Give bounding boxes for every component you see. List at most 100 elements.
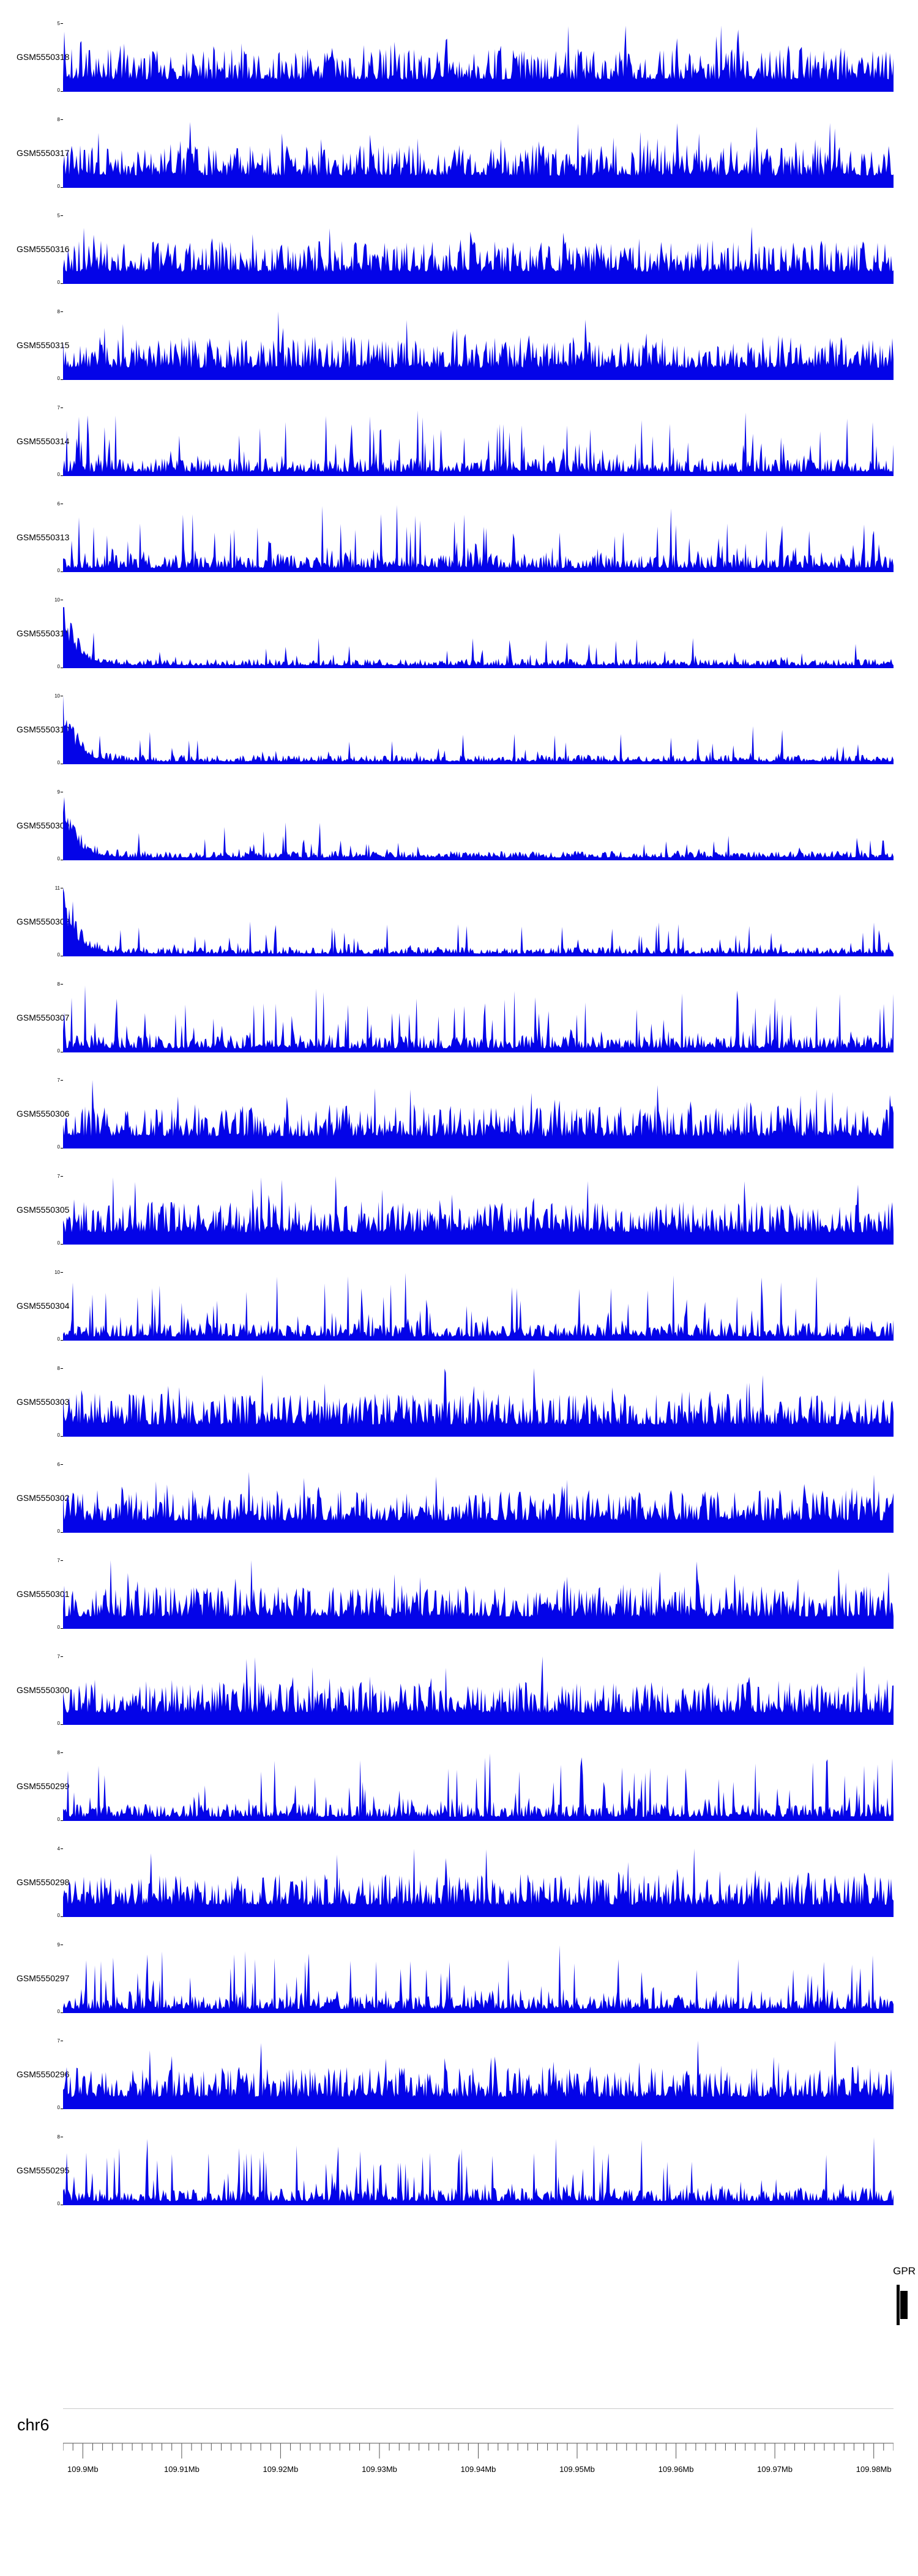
coverage-signal-plot [63, 2041, 894, 2109]
coverage-signal-area [63, 25, 894, 92]
ruler-tick-label: 109.94Mb [461, 2465, 496, 2474]
y-axis-min-label: 0 [57, 568, 60, 573]
track-row-GSM5550298: GSM5550298 4 0 [0, 1846, 918, 1945]
track-label: GSM5550300 [17, 1685, 70, 1695]
track-label: GSM5550302 [17, 1493, 70, 1503]
y-axis-max-label: 10 [54, 597, 60, 603]
y-axis-min-label: 0 [57, 376, 60, 381]
y-axis-bottom-tick [61, 1532, 63, 1533]
track-row-GSM5550304: GSM5550304 10 0 [0, 1270, 918, 1368]
coverage-signal-area [63, 1472, 894, 1533]
y-axis-top-tick [61, 1080, 63, 1081]
y-axis-bottom-tick [61, 1628, 63, 1629]
track-label: GSM5550298 [17, 1877, 70, 1887]
track-row-GSM5550311: GSM5550311 10 0 [0, 597, 918, 696]
y-axis-top-tick [61, 1560, 63, 1561]
ruler-tick-label: 109.9Mb [67, 2465, 99, 2474]
y-axis-min-label: 0 [57, 952, 60, 958]
y-axis-max-label: 10 [54, 693, 60, 699]
coverage-signal-plot [63, 2137, 894, 2205]
coverage-signal-area [63, 1368, 894, 1437]
coverage-signal-plot [63, 1753, 894, 1821]
y-axis-max-label: 8 [57, 117, 60, 122]
coverage-signal-area [63, 1560, 894, 1629]
track-row-GSM5550313: GSM5550313 6 0 [0, 502, 918, 600]
y-axis-min-label: 0 [57, 87, 60, 93]
y-axis-min-label: 0 [57, 184, 60, 189]
y-axis-max-label: 8 [57, 309, 60, 315]
genome-axis-ruler: 109.9Mb 109.91Mb 109.92Mb 109.93Mb 109.94Mb 1… [63, 2443, 894, 2474]
track-row-GSM5550297: GSM5550297 9 0 [0, 1943, 918, 2041]
coverage-signal-area [63, 1176, 894, 1245]
coverage-signal-area [63, 1753, 894, 1821]
coverage-signal-area [63, 607, 894, 668]
y-axis-max-label: 4 [57, 1846, 60, 1852]
y-axis-max-label: 7 [57, 2038, 60, 2044]
track-row-GSM5550295: GSM5550295 8 0 [0, 2134, 918, 2233]
track-label: GSM5550307 [17, 1013, 70, 1022]
y-axis-bottom-tick [61, 1820, 63, 1821]
track-label: GSM5550299 [17, 1781, 70, 1791]
y-axis-max-label: 6 [57, 1462, 60, 1467]
track-row-GSM5550309: GSM5550309 9 0 [0, 790, 918, 888]
coverage-signal-area [63, 1945, 894, 2013]
coverage-signal-area [63, 122, 894, 188]
y-axis-top-tick [61, 984, 63, 985]
gene-label: GPR [893, 2265, 916, 2277]
coverage-signal-plot [63, 888, 894, 956]
y-axis-min-label: 0 [57, 1528, 60, 1534]
y-axis-min-label: 0 [57, 2201, 60, 2206]
coverage-signal-area [63, 2041, 894, 2109]
track-label: GSM5550306 [17, 1109, 70, 1119]
coverage-signal-area [63, 505, 894, 572]
coverage-signal-plot [63, 797, 894, 860]
y-axis-bottom-tick [61, 475, 63, 476]
track-label: GSM5550311 [17, 628, 69, 638]
y-axis-top-tick [61, 215, 63, 216]
coverage-signal-plot [63, 607, 894, 668]
track-label: GSM5550310 [17, 724, 70, 734]
coverage-signal-area [63, 985, 894, 1052]
y-axis-top-tick [61, 119, 63, 120]
track-label: GSM5550296 [17, 2069, 70, 2079]
coverage-signal-area [63, 1080, 894, 1148]
y-axis-top-tick [61, 1656, 63, 1657]
track-row-GSM5550303: GSM5550303 8 0 [0, 1366, 918, 1464]
track-label: GSM5550317 [17, 148, 70, 158]
ruler-tick-label: 109.97Mb [757, 2465, 793, 2474]
y-axis-bottom-tick [61, 283, 63, 284]
y-axis-max-label: 8 [57, 2134, 60, 2140]
track-row-GSM5550317: GSM5550317 8 0 [0, 117, 918, 215]
y-axis-bottom-tick [61, 1724, 63, 1725]
y-axis-min-label: 0 [57, 1432, 60, 1438]
track-label: GSM5550309 [17, 821, 70, 830]
y-axis-max-label: 11 [54, 885, 60, 891]
y-axis-min-label: 0 [57, 1144, 60, 1150]
coverage-signal-plot [63, 25, 894, 92]
track-label: GSM5550303 [17, 1397, 70, 1407]
y-axis-min-label: 0 [57, 2105, 60, 2110]
coverage-signal-plot [63, 122, 894, 188]
track-row-GSM5550318: GSM5550318 5 0 [0, 21, 918, 119]
track-row-GSM5550307: GSM5550307 8 0 [0, 982, 918, 1080]
y-axis-top-tick [61, 1464, 63, 1465]
track-label: GSM5550313 [17, 532, 70, 542]
ruler-tick-label: 109.93Mb [362, 2465, 397, 2474]
track-row-GSM5550306: GSM5550306 7 0 [0, 1078, 918, 1176]
coverage-signal-plot [63, 1176, 894, 1245]
y-axis-min-label: 0 [57, 760, 60, 765]
coverage-signal-plot [63, 226, 894, 284]
track-row-GSM5550310: GSM5550310 10 0 [0, 693, 918, 792]
y-axis-top-tick [61, 23, 63, 24]
y-axis-bottom-tick [61, 1436, 63, 1437]
coverage-signal-area [63, 1848, 894, 1917]
coverage-signal-area [63, 226, 894, 284]
y-axis-max-label: 7 [57, 1174, 60, 1179]
track-row-GSM5550308: GSM5550308 11 0 [0, 885, 918, 984]
y-axis-min-label: 0 [57, 472, 60, 477]
y-axis-max-label: 5 [57, 213, 60, 218]
track-row-GSM5550305: GSM5550305 7 0 [0, 1174, 918, 1272]
y-axis-bottom-tick [61, 1916, 63, 1917]
y-axis-top-tick [61, 1368, 63, 1369]
